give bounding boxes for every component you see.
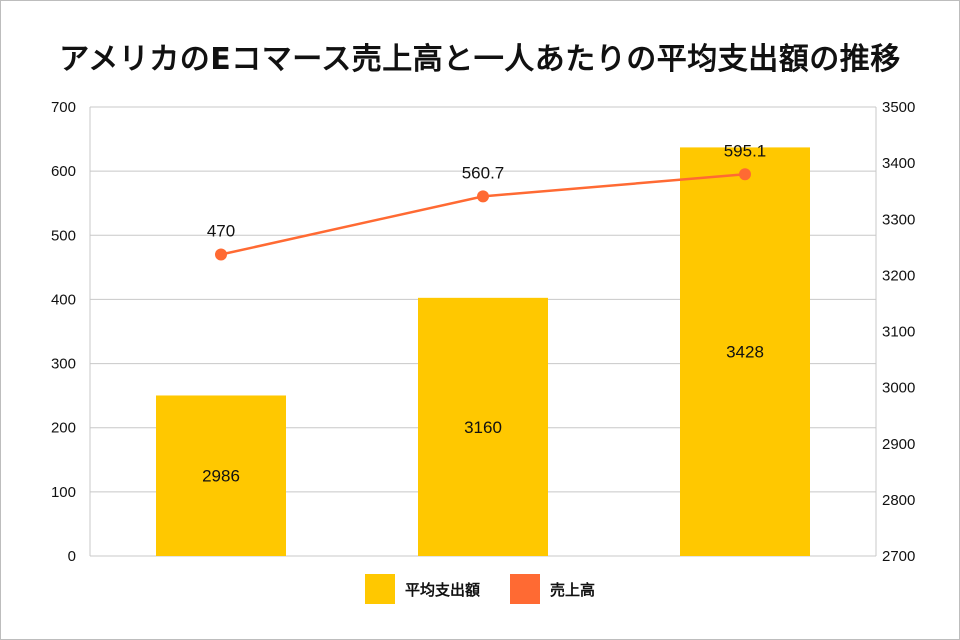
legend-item-sales: 売上高 xyxy=(510,574,595,604)
right-tick-label: 3000 xyxy=(882,380,915,397)
bar xyxy=(680,147,810,556)
series-line xyxy=(220,173,746,256)
left-tick-label: 300 xyxy=(51,356,76,373)
legend-swatch-line xyxy=(510,574,540,604)
legend: 平均支出額 売上高 xyxy=(0,574,960,604)
left-axis-ticks: 0 100 200 300 400 500 600 700 xyxy=(51,99,76,565)
left-tick-label: 400 xyxy=(51,291,76,308)
bar-value-label: 3160 xyxy=(464,418,502,437)
bar xyxy=(156,395,286,556)
bar-series: 2986 3160 3428 xyxy=(156,147,810,556)
left-tick-label: 600 xyxy=(51,163,76,180)
line-value-label: 595.1 xyxy=(724,141,767,160)
line-point xyxy=(739,168,751,181)
line-value-label: 470 xyxy=(207,222,235,241)
legend-swatch-bar xyxy=(364,574,395,604)
left-tick-label: 700 xyxy=(51,99,76,116)
bar xyxy=(418,297,548,556)
right-tick-label: 3200 xyxy=(882,267,915,284)
left-tick-label: 200 xyxy=(51,420,76,437)
right-tick-label: 3100 xyxy=(882,324,915,341)
line-series: 470 560.7 595.1 xyxy=(207,141,767,261)
left-tick-label: 0 xyxy=(68,548,76,565)
bar-value-label: 2986 xyxy=(202,467,240,486)
bar-value-label: 3428 xyxy=(726,343,764,362)
line-value-label: 560.7 xyxy=(462,163,505,182)
left-tick-label: 500 xyxy=(51,227,76,244)
right-axis-ticks: 2700 2800 2900 3000 3100 3200 3300 3400 3500 xyxy=(882,99,915,565)
right-tick-label: 2800 xyxy=(882,492,915,509)
right-tick-label: 2900 xyxy=(882,436,915,453)
chart-title: アメリカのEコマース売上高と一人あたりの平均支出額の推移 xyxy=(59,42,901,77)
right-tick-label: 3500 xyxy=(882,99,915,116)
right-tick-label: 3400 xyxy=(882,155,915,172)
right-tick-label: 2700 xyxy=(882,548,915,565)
legend-label-spending: 平均支出額 xyxy=(404,580,480,599)
line-point xyxy=(477,190,489,203)
left-tick-label: 100 xyxy=(51,484,76,501)
legend-item-spending: 平均支出額 xyxy=(364,574,480,604)
line-point xyxy=(215,248,227,261)
right-tick-label: 3300 xyxy=(882,211,915,228)
legend-label-sales: 売上高 xyxy=(550,580,596,599)
